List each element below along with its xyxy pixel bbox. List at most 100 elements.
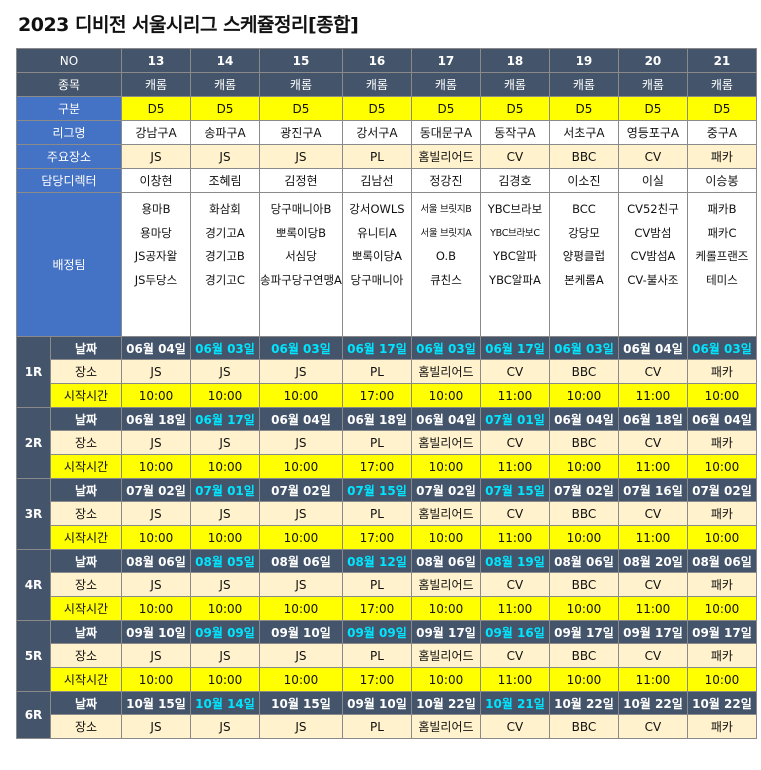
date-cell: 06월 03일 (190, 336, 260, 360)
director-cell: 이승봉 (686, 168, 757, 193)
date-cell: 09월 17일 (617, 620, 688, 644)
date-cell: 08월 06일 (548, 549, 619, 573)
time-cell: 10:00 (190, 525, 260, 550)
team-name: 경기고A (205, 225, 245, 240)
place-cell: 패카 (686, 572, 757, 597)
time-cell: 11:00 (617, 454, 688, 479)
place-cell: PL (341, 714, 412, 739)
league-cell: 송파구A (190, 120, 260, 145)
round-place-row: 장소 JS JS JS PL 홈빌리어드 CV BBC CV 패카 (17, 714, 757, 739)
venue-cell: PL (341, 144, 412, 169)
place-cell: JS (259, 359, 343, 384)
no-cell: 17 (410, 48, 481, 73)
league-cell: 영등포구A (617, 120, 688, 145)
division-cell: D5 (479, 96, 550, 121)
place-cell: 패카 (686, 501, 757, 526)
no-cell: 15 (259, 48, 343, 73)
director-cell: 정강진 (410, 168, 481, 193)
team-name: 당구매니아 (350, 272, 404, 287)
time-cell: 10:00 (548, 454, 619, 479)
time-cell: 10:00 (686, 454, 757, 479)
date-cell: 09월 17일 (410, 620, 481, 644)
time-cell: 10:00 (259, 596, 343, 621)
row-no: NO 13 14 15 16 17 18 19 20 21 (16, 48, 757, 73)
date-cell: 06월 04일 (410, 407, 481, 431)
team-name: BCC (572, 202, 596, 216)
round-place-row: 장소 JS JS JS PL 홈빌리어드 CV BBC CV 패카 (17, 643, 757, 668)
place-cell: JS (121, 501, 191, 526)
place-cell: JS (121, 430, 191, 455)
date-cell: 08월 19일 (479, 549, 550, 573)
date-cell: 07월 02일 (410, 478, 481, 502)
date-cell: 08월 06일 (259, 549, 343, 573)
time-cell: 10:00 (410, 525, 481, 550)
no-cell: 14 (190, 48, 260, 73)
round-time-row: 시작시간 10:00 10:00 10:00 17:00 10:00 11:00 10:00 1… (17, 454, 757, 479)
date-cell: 10월 22일 (686, 691, 757, 715)
no-cell: 16 (341, 48, 412, 73)
time-cell: 10:00 (548, 525, 619, 550)
date-label: 날짜 (50, 478, 122, 502)
league-cell: 강서구A (341, 120, 412, 145)
teams-cell: 용마B 용마당 JS공자왈 JS두당스 (121, 192, 191, 337)
round-time-row: 시작시간 10:00 10:00 10:00 17:00 10:00 11:00 10:00 1… (17, 667, 757, 692)
date-cell: 06월 04일 (617, 336, 688, 360)
place-cell: 패카 (686, 643, 757, 668)
no-cell: 18 (479, 48, 550, 73)
time-cell: 10:00 (410, 383, 481, 408)
row-teams: 배정팀 용마B 용마당 JS공자왈 JS두당스 화삼회 경기고A 경기고B 경기고C 당구매니아B… (16, 192, 757, 337)
round-time-row: 시작시간 10:00 10:00 10:00 17:00 10:00 11:00 10:00 1… (17, 525, 757, 550)
teams-label: 배정팀 (16, 192, 122, 337)
time-cell: 10:00 (410, 454, 481, 479)
team-name: CV밤섬 (634, 225, 672, 240)
place-cell: 패카 (686, 430, 757, 455)
round-date-row: 2R 날짜 06월 18일 06월 17일 06월 04일 06월 18일 06월 04일 0… (16, 407, 757, 479)
place-cell: 패카 (686, 359, 757, 384)
place-cell: JS (121, 643, 191, 668)
place-cell: JS (259, 643, 343, 668)
date-cell: 08월 05일 (190, 549, 260, 573)
time-cell: 11:00 (617, 383, 688, 408)
schedule-table: NO 13 14 15 16 17 18 19 20 21 종목 캐롬 캐롬 캐롬 캐롬 캐롬 캐롬 캐롬 캐롬 캐롬… (16, 48, 757, 739)
place-cell: JS (190, 430, 260, 455)
date-cell: 08월 06일 (686, 549, 757, 573)
place-cell: JS (121, 572, 191, 597)
round-label: 4R (16, 549, 51, 621)
league-cell: 광진구A (259, 120, 343, 145)
round-label: 6R (16, 691, 51, 739)
place-label: 장소 (50, 430, 122, 455)
director-cell: 김정현 (259, 168, 343, 193)
teams-cell: 당구매니아B 뽀록이당B 서심당 송파구당구연맹A (259, 192, 343, 337)
no-cell: 21 (686, 48, 757, 73)
venue-cell: JS (190, 144, 260, 169)
teams-cell: BCC 강당모 양평클럽 본케롬A (548, 192, 619, 337)
time-cell: 11:00 (617, 525, 688, 550)
place-cell: 홈빌리어드 (410, 643, 481, 668)
place-cell: CV (479, 643, 550, 668)
time-cell: 17:00 (341, 596, 412, 621)
sport-cell: 캐롬 (121, 72, 191, 97)
date-cell: 09월 16일 (479, 620, 550, 644)
round-date-row: 3R 날짜 07월 02일 07월 01일 07월 02일 07월 15일 07월 02일 0… (16, 478, 757, 550)
no-cell: 19 (548, 48, 619, 73)
division-cell: D5 (548, 96, 619, 121)
place-cell: CV (479, 359, 550, 384)
director-cell: 김경호 (479, 168, 550, 193)
place-cell: BBC (548, 430, 619, 455)
start-label: 시작시간 (50, 596, 122, 621)
team-name: CV52친구 (627, 202, 679, 216)
place-cell: JS (190, 572, 260, 597)
place-cell: JS (190, 501, 260, 526)
team-name: 송파구당구연맹A (260, 272, 342, 287)
team-name: 용마B (141, 202, 171, 216)
round-label: 5R (16, 620, 51, 692)
sport-cell: 캐롬 (190, 72, 260, 97)
place-cell: JS (190, 714, 260, 739)
time-cell: 10:00 (190, 596, 260, 621)
division-cell: D5 (617, 96, 688, 121)
team-name: 서울 브릿지B (420, 204, 472, 215)
division-cell: D5 (190, 96, 260, 121)
place-cell: CV (617, 643, 688, 668)
date-cell: 07월 15일 (341, 478, 412, 502)
venue-cell: 패카 (686, 144, 757, 169)
